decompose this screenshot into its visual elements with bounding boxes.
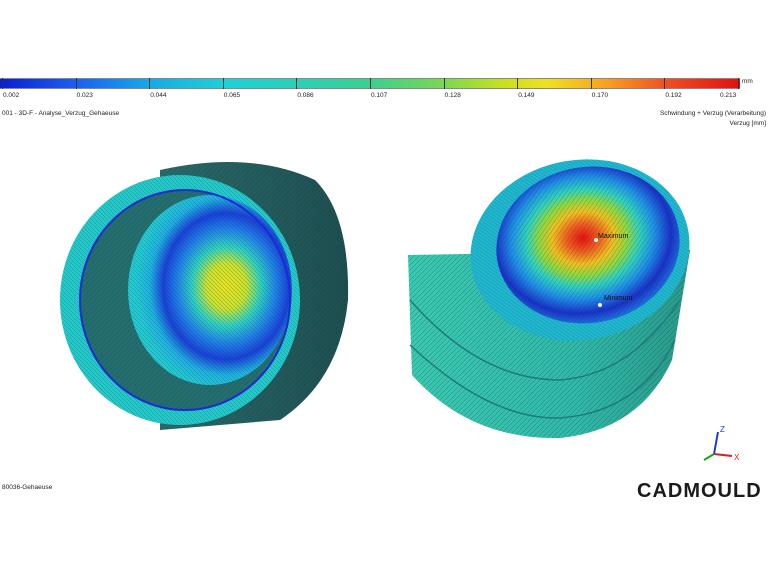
- color-scale-tick: [590, 78, 592, 89]
- color-scale-tick: [443, 78, 445, 89]
- color-scale-tick-label: 0.002: [3, 92, 20, 99]
- color-scale-tick: [2, 78, 3, 89]
- x-axis-label: X: [734, 453, 740, 462]
- color-scale-tick: [370, 78, 371, 89]
- color-scale-tick-label: 0.170: [591, 92, 609, 99]
- color-scale-tick: [149, 78, 151, 89]
- color-scale-tick: [517, 78, 519, 89]
- minimum-marker: [598, 303, 602, 307]
- result-unit: Verzug [mm]: [729, 120, 766, 127]
- minimum-label: Minimum: [604, 295, 633, 302]
- color-scale-tick-label: 0.065: [223, 92, 241, 99]
- right-housing-model: Maximum Minimum: [408, 159, 690, 439]
- axis-triad: Z X: [703, 425, 740, 462]
- color-scale-tick-label: 0.149: [518, 92, 535, 99]
- z-axis-label: Z: [720, 425, 725, 434]
- color-scale-tick-label: 0.086: [297, 92, 314, 99]
- maximum-label: Maximum: [598, 233, 629, 240]
- analysis-title: 001 - 3D-F - Analyse_Verzug_Gehaeuse: [2, 110, 120, 117]
- color-scale-tick: [296, 78, 298, 89]
- left-housing-model: [60, 162, 349, 430]
- color-scale-unit: mm: [742, 78, 753, 85]
- color-scale-tick-label: 0.023: [76, 92, 93, 99]
- color-scale-tick-label: 0.107: [371, 92, 388, 99]
- cadmould-logo: CADMOULD: [637, 480, 762, 502]
- maximum-marker: [594, 238, 598, 242]
- color-scale-tick-label: 0.128: [444, 92, 461, 99]
- part-name: 80036-Gehaeuse: [2, 484, 53, 491]
- result-title: Schwindung + Verzug (Verarbeitung): [659, 110, 766, 117]
- 3d-viewport[interactable]: Maximum Minimum Z X: [0, 130, 768, 470]
- color-scale-tick: [664, 78, 666, 89]
- color-scale-tick-label: 0.192: [665, 92, 682, 99]
- color-scale-tick-label: 0.044: [150, 92, 167, 99]
- color-scale-tick-label: 0.213: [720, 92, 737, 99]
- color-scale-tick: [738, 78, 739, 89]
- color-scale-tick: [75, 78, 77, 89]
- color-scale-tick: [222, 78, 224, 89]
